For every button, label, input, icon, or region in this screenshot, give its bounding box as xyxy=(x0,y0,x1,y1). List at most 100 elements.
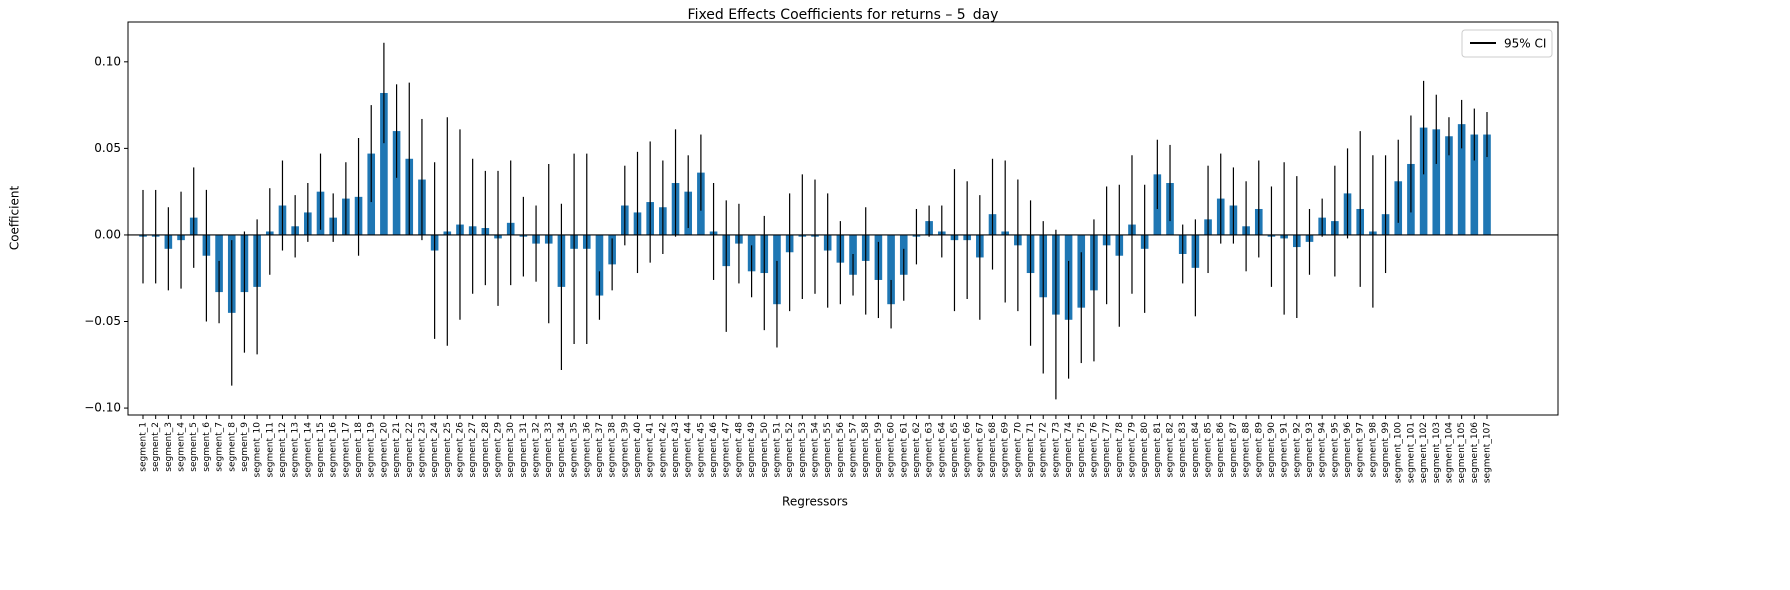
x-tick-label: segment_71 xyxy=(1026,422,1036,477)
x-tick-label: segment_79 xyxy=(1127,422,1137,478)
x-tick-label: segment_68 xyxy=(988,422,998,478)
x-tick-label: segment_53 xyxy=(798,422,808,477)
x-tick-label: segment_26 xyxy=(455,422,465,478)
x-tick-label: segment_38 xyxy=(608,422,618,478)
x-tick-label: segment_30 xyxy=(506,422,516,478)
x-tick-label: segment_95 xyxy=(1330,422,1340,477)
x-tick-label: segment_5 xyxy=(189,422,199,472)
x-tick-label: segment_97 xyxy=(1356,422,1366,477)
y-tick-label: 0.10 xyxy=(94,54,121,68)
x-tick-label: segment_105 xyxy=(1457,422,1467,483)
x-tick-label: segment_12 xyxy=(278,422,288,477)
x-tick-label: segment_92 xyxy=(1292,422,1302,477)
x-tick-label: segment_19 xyxy=(367,422,377,478)
x-tick-label: segment_56 xyxy=(836,422,846,478)
x-tick-label: segment_28 xyxy=(481,422,491,478)
x-tick-label: segment_60 xyxy=(887,422,897,478)
x-tick-label: segment_106 xyxy=(1470,422,1480,483)
x-tick-label: segment_18 xyxy=(354,422,364,478)
x-tick-label: segment_3 xyxy=(164,422,174,472)
y-axis-label: Coefficient xyxy=(8,186,22,251)
x-tick-label: segment_24 xyxy=(430,422,440,478)
x-tick-label: segment_72 xyxy=(1039,422,1049,477)
x-tick-label: segment_107 xyxy=(1483,422,1493,483)
x-tick-label: segment_20 xyxy=(379,422,389,478)
x-tick-label: segment_58 xyxy=(861,422,871,478)
x-tick-label: segment_17 xyxy=(341,422,351,477)
x-tick-label: segment_80 xyxy=(1140,422,1150,478)
x-tick-label: segment_34 xyxy=(557,422,567,478)
x-tick-label: segment_37 xyxy=(595,422,605,477)
x-tick-label: segment_57 xyxy=(849,422,859,477)
x-tick-label: segment_10 xyxy=(253,422,263,478)
chart-title: Fixed Effects Coefficients for returns –… xyxy=(688,7,999,23)
bar xyxy=(1470,134,1479,235)
x-tick-label: segment_98 xyxy=(1368,422,1378,478)
x-tick-label: segment_25 xyxy=(443,422,453,477)
x-tick-label: segment_54 xyxy=(811,422,821,478)
x-tick-label: segment_6 xyxy=(202,422,212,472)
x-tick-label: segment_14 xyxy=(303,422,313,478)
x-tick-label: segment_84 xyxy=(1191,422,1201,478)
y-tick-label: 0.05 xyxy=(94,141,121,155)
x-tick-label: segment_33 xyxy=(544,422,554,477)
x-tick-label: segment_7 xyxy=(215,422,225,472)
x-tick-label: segment_101 xyxy=(1406,422,1416,483)
x-tick-label: segment_66 xyxy=(963,422,973,478)
x-tick-label: segment_90 xyxy=(1267,422,1277,478)
x-tick-label: segment_29 xyxy=(494,422,504,478)
x-tick-label: segment_32 xyxy=(532,422,542,477)
bar xyxy=(1432,129,1441,235)
x-tick-label: segment_103 xyxy=(1432,422,1442,483)
x-tick-label: segment_73 xyxy=(1051,422,1061,477)
x-tick-label: segment_52 xyxy=(785,422,795,477)
bar xyxy=(380,92,388,235)
x-tick-label: segment_94 xyxy=(1318,422,1328,478)
x-tick-label: segment_47 xyxy=(722,422,732,477)
x-tick-label: segment_104 xyxy=(1444,422,1454,483)
y-tick-label: −0.10 xyxy=(84,401,121,415)
x-tick-label: segment_36 xyxy=(582,422,592,478)
x-tick-label: segment_31 xyxy=(519,422,529,477)
x-tick-label: segment_23 xyxy=(417,422,427,477)
x-axis-label: Regressors xyxy=(782,495,848,509)
x-tick-label: segment_46 xyxy=(709,422,719,478)
x-tick-label: segment_51 xyxy=(772,422,782,477)
x-tick-label: segment_39 xyxy=(620,422,630,478)
x-tick-label: segment_70 xyxy=(1013,422,1023,478)
x-tick-label: segment_49 xyxy=(747,422,757,478)
x-tick-label: segment_15 xyxy=(316,422,326,477)
x-tick-label: segment_44 xyxy=(684,422,694,478)
x-tick-label: segment_16 xyxy=(329,422,339,478)
x-tick-label: segment_100 xyxy=(1394,422,1404,483)
x-tick-label: segment_83 xyxy=(1178,422,1188,477)
bar xyxy=(1457,124,1466,235)
x-tick-label: segment_50 xyxy=(760,422,770,478)
plot-frame xyxy=(127,21,1559,416)
x-tick-label: segment_75 xyxy=(1077,422,1087,477)
x-tick-label: segment_91 xyxy=(1280,422,1290,477)
x-tick-label: segment_48 xyxy=(734,422,744,478)
x-tick-label: segment_2 xyxy=(151,422,161,472)
x-tick-label: segment_93 xyxy=(1305,422,1315,477)
y-tick-label: 0.00 xyxy=(94,227,121,241)
x-tick-label: segment_41 xyxy=(646,422,656,477)
x-tick-label: segment_11 xyxy=(265,422,275,477)
bar xyxy=(392,131,401,235)
x-tick-label: segment_27 xyxy=(468,422,478,477)
x-tick-label: segment_69 xyxy=(1001,422,1011,478)
bar xyxy=(595,234,604,296)
x-tick-label: segment_62 xyxy=(912,422,922,477)
legend-label: 95% CI xyxy=(1504,37,1546,51)
x-tick-label: segment_35 xyxy=(570,422,580,477)
x-tick-label: segment_4 xyxy=(177,422,187,472)
x-tick-label: segment_64 xyxy=(937,422,947,478)
y-tick-label: −0.05 xyxy=(84,314,121,328)
bar xyxy=(887,234,895,305)
x-tick-label: segment_78 xyxy=(1115,422,1125,478)
x-tick-label: segment_88 xyxy=(1242,422,1252,478)
x-tick-label: segment_81 xyxy=(1153,422,1163,477)
bar xyxy=(1445,136,1453,235)
legend-box xyxy=(1461,29,1553,58)
